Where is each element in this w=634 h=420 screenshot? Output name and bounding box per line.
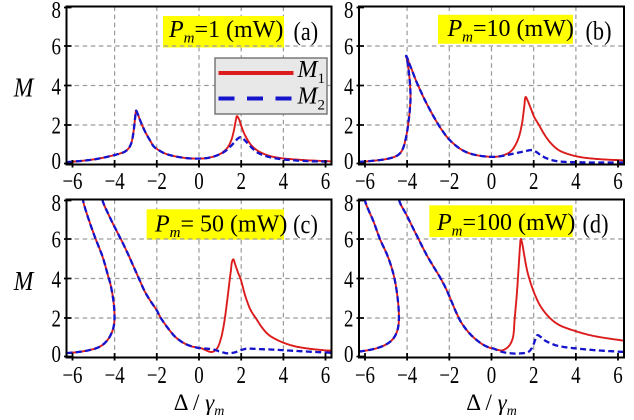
svg-text:0: 0	[194, 362, 203, 389]
svg-text:Pm=10 (mW): Pm=10 (mW)	[447, 16, 574, 46]
svg-text:−6: −6	[62, 362, 82, 389]
svg-text:2: 2	[236, 168, 245, 195]
svg-text:6: 6	[344, 33, 354, 60]
svg-text:−4: −4	[397, 168, 417, 195]
svg-text:6: 6	[52, 33, 62, 60]
svg-text:6: 6	[321, 362, 331, 389]
svg-text:(b): (b)	[586, 17, 612, 46]
svg-text:−6: −6	[355, 168, 375, 195]
svg-text:−2: −2	[439, 168, 459, 195]
svg-text:0: 0	[52, 148, 61, 175]
svg-text:Pm=1 (mW): Pm=1 (mW)	[168, 17, 283, 47]
svg-text:(a): (a)	[293, 17, 318, 46]
svg-text:0: 0	[487, 362, 496, 389]
svg-text:0: 0	[194, 168, 203, 195]
svg-text:2: 2	[344, 112, 353, 139]
svg-text:8: 8	[344, 190, 353, 217]
svg-text:−2: −2	[147, 168, 167, 195]
svg-text:(c): (c)	[293, 210, 318, 239]
svg-text:6: 6	[52, 226, 62, 253]
svg-text:−2: −2	[439, 362, 459, 389]
svg-text:2: 2	[529, 362, 538, 389]
svg-text:0: 0	[52, 341, 61, 368]
svg-text:8: 8	[52, 0, 61, 23]
svg-text:2: 2	[236, 362, 245, 389]
svg-text:6: 6	[613, 168, 623, 195]
svg-text:Pm=100 (mW): Pm=100 (mW)	[436, 210, 575, 240]
svg-text:−6: −6	[62, 168, 82, 195]
svg-text:M: M	[13, 73, 35, 103]
svg-text:8: 8	[344, 0, 353, 23]
svg-text:−6: −6	[355, 362, 375, 389]
svg-text:6: 6	[321, 168, 331, 195]
svg-text:−4: −4	[105, 362, 125, 389]
svg-text:M: M	[13, 267, 35, 297]
svg-text:4: 4	[344, 73, 354, 100]
svg-text:2: 2	[344, 305, 353, 332]
svg-text:4: 4	[571, 168, 581, 195]
svg-text:2: 2	[529, 168, 538, 195]
svg-text:0: 0	[487, 168, 496, 195]
svg-text:6: 6	[613, 362, 623, 389]
svg-text:4: 4	[571, 362, 581, 389]
svg-text:0: 0	[344, 341, 353, 368]
svg-text:6: 6	[344, 226, 354, 253]
svg-text:4: 4	[52, 73, 62, 100]
svg-text:8: 8	[52, 190, 61, 217]
svg-text:0: 0	[344, 148, 353, 175]
svg-text:−2: −2	[147, 362, 167, 389]
svg-text:2: 2	[52, 305, 61, 332]
svg-text:(d): (d)	[583, 210, 609, 239]
svg-text:−4: −4	[397, 362, 417, 389]
svg-text:−4: −4	[105, 168, 125, 195]
svg-text:4: 4	[344, 266, 354, 293]
svg-text:Pm= 50 (mW): Pm= 50 (mW)	[154, 211, 287, 241]
svg-text:4: 4	[279, 168, 289, 195]
svg-text:4: 4	[52, 266, 62, 293]
svg-text:2: 2	[52, 112, 61, 139]
svg-text:4: 4	[279, 362, 289, 389]
